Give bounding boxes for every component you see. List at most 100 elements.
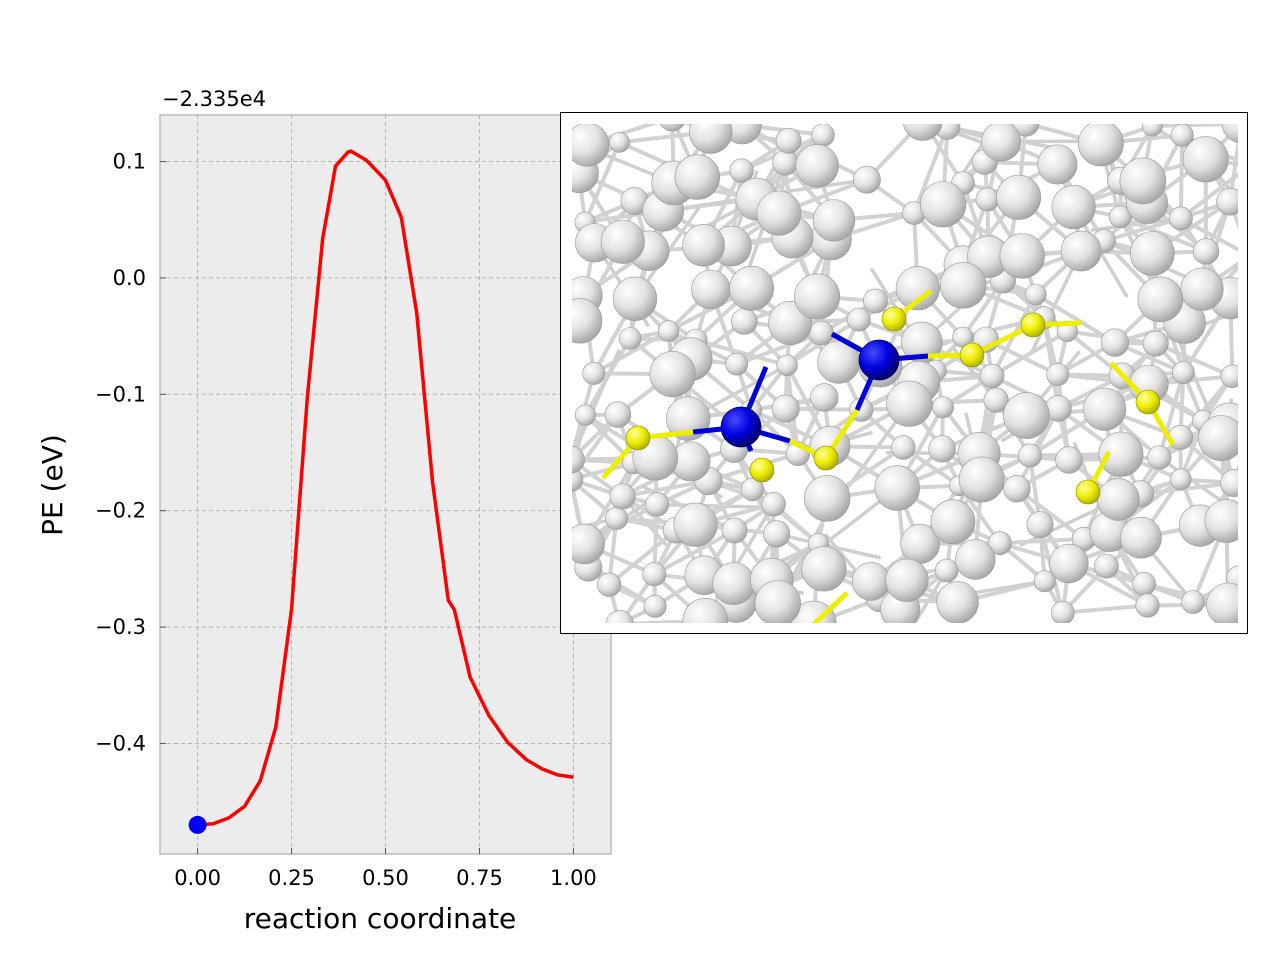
host-atom — [794, 273, 841, 320]
host-atom — [775, 127, 802, 154]
y-tick-label: 0.1 — [113, 150, 146, 174]
host-atom — [673, 502, 718, 547]
host-atom — [903, 124, 943, 141]
host-atom — [1119, 157, 1167, 205]
host-atom — [1120, 516, 1162, 559]
host-atom — [804, 475, 851, 522]
host-atom — [689, 124, 733, 154]
host-atom — [862, 288, 888, 314]
host-atom — [582, 361, 606, 385]
host-atom — [930, 499, 976, 545]
series-layer — [188, 149, 574, 834]
host-atom — [1239, 245, 1246, 267]
host-atom — [572, 523, 605, 565]
host-atom — [852, 165, 881, 194]
host-atom — [1198, 415, 1238, 462]
host-atom — [846, 307, 871, 332]
host-atom — [604, 506, 628, 530]
x-tick-label: 0.75 — [456, 866, 503, 890]
host-atom — [657, 320, 680, 342]
x-tick-label: 0.50 — [362, 866, 409, 890]
host-atom — [1098, 431, 1144, 477]
host-bond — [912, 568, 949, 623]
atomistic-structure-image — [572, 124, 1246, 623]
host-atom — [983, 387, 1009, 413]
host-atom — [936, 581, 979, 623]
host-atom — [1050, 600, 1075, 623]
grid — [160, 115, 611, 854]
host-atom — [776, 354, 798, 377]
host-atom — [940, 262, 987, 309]
host-atom — [1181, 590, 1205, 614]
host-atom — [1026, 511, 1054, 539]
host-atom — [885, 558, 929, 602]
host-atom — [731, 308, 758, 335]
host-atom — [1055, 446, 1083, 474]
host-atom — [1192, 238, 1220, 265]
host-atom — [1221, 124, 1238, 143]
x-tick-label: 1.00 — [550, 866, 597, 890]
host-atom — [729, 158, 754, 183]
host-atom — [600, 219, 645, 264]
host-atom — [1168, 206, 1193, 231]
host-atom — [1017, 443, 1042, 468]
host-atom — [659, 124, 685, 132]
host-bond — [912, 124, 950, 215]
host-atom — [812, 199, 856, 242]
host-bond — [1042, 315, 1061, 411]
host-atom — [1132, 571, 1157, 596]
host-atom — [729, 265, 775, 311]
host-atom — [609, 483, 636, 510]
host-atom — [572, 466, 584, 492]
host-atom — [895, 266, 940, 311]
y-tick-label: −0.1 — [95, 382, 146, 406]
host-atom — [674, 154, 721, 200]
highlight-atoms — [625, 306, 1161, 505]
host-atom — [1049, 543, 1089, 584]
host-atom — [795, 144, 839, 188]
host-atom — [980, 363, 1005, 389]
host-atom — [1147, 445, 1172, 470]
host-bond — [652, 528, 737, 577]
host-atom — [1003, 392, 1050, 439]
host-atoms — [572, 124, 1246, 623]
host-bond — [1090, 216, 1183, 232]
host-atom — [572, 445, 585, 474]
host-atom — [1171, 361, 1195, 385]
host-bond — [617, 622, 621, 623]
host-atom — [920, 181, 967, 228]
current-image-marker — [188, 815, 207, 834]
host-atom — [1137, 276, 1184, 323]
y-tick-label: −0.2 — [95, 499, 146, 523]
host-atom — [604, 401, 632, 428]
host-atom — [1216, 187, 1238, 216]
host-atom — [801, 546, 847, 592]
host-bond — [607, 528, 679, 587]
y-tick-label: −0.3 — [95, 615, 146, 639]
axes — [159, 114, 612, 855]
blue-atom — [858, 339, 900, 381]
host-atom — [1100, 328, 1130, 357]
host-atom — [649, 351, 696, 398]
host-bond — [620, 478, 711, 499]
host-atom — [574, 404, 596, 426]
host-bond — [1138, 481, 1237, 496]
host-bond — [734, 331, 824, 367]
host-atom — [1204, 499, 1238, 543]
host-atom — [754, 580, 801, 623]
host-atom — [987, 531, 1012, 556]
host-atom — [891, 435, 916, 460]
energy-curve — [197, 149, 574, 827]
host-atom — [1051, 185, 1096, 230]
host-atom — [721, 517, 748, 544]
host-atom — [1033, 570, 1056, 593]
host-atom — [596, 572, 622, 597]
host-bond — [572, 349, 621, 462]
host-atom — [1135, 593, 1160, 618]
host-atom — [1237, 164, 1238, 168]
x-tick-label: 0.25 — [268, 866, 315, 890]
host-atom — [1182, 136, 1229, 183]
host-atom — [1170, 124, 1194, 147]
host-atom — [756, 190, 802, 236]
host-atom — [1097, 478, 1140, 521]
